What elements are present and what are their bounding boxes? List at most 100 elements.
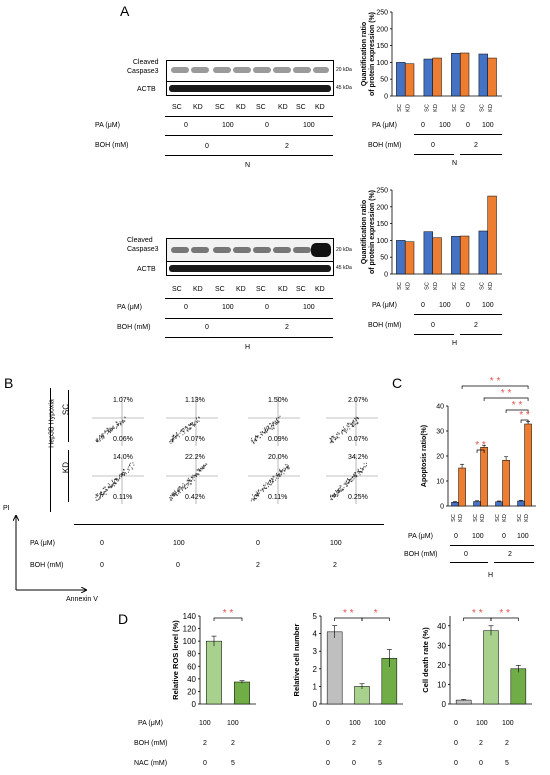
series-label-kd: KD — [480, 514, 486, 522]
sc-lower-pct: 0.07% — [185, 436, 205, 443]
sig-ros-bracket — [213, 617, 243, 621]
c-condition: H — [488, 572, 494, 579]
series-label-sc: SC — [495, 514, 501, 522]
d3-nac: 0 — [479, 760, 483, 767]
kda-45-h: 45 kDa — [336, 265, 352, 271]
kd-upper-pct: 22.2% — [185, 454, 205, 461]
d3-pa: 100 — [502, 720, 514, 727]
kd-upper-pct: 20.0% — [268, 454, 288, 461]
boh-val: 2 — [285, 324, 289, 331]
d3-pa: 100 — [476, 720, 488, 727]
lane-label: SC — [172, 104, 182, 111]
sig-sc1-kd1: * * — [475, 440, 486, 451]
y-tick-label: 50 — [380, 255, 388, 262]
divider — [450, 562, 488, 563]
c-pa-label: PA (μM) — [408, 533, 433, 540]
d2-pa: 0 — [326, 720, 330, 727]
divider — [460, 334, 502, 335]
series-label-sc: SC — [424, 104, 430, 112]
flow-boh-val: 0 — [176, 562, 180, 569]
y-tick-label: 80 — [187, 650, 196, 659]
pa-val: 0 — [265, 304, 269, 311]
d1-nac: 5 — [231, 760, 235, 767]
series-label-kd: KD — [502, 514, 508, 522]
boh-val: 2 — [285, 143, 289, 150]
lane-label: KD — [236, 104, 246, 111]
y-axis-label: Cell death rate (%) — [421, 627, 430, 693]
d3-boh: 0 — [454, 740, 458, 747]
actb-blot-h — [166, 261, 334, 276]
boh-val: 0 — [431, 142, 435, 149]
cleaved-caspase3-blot-n — [166, 60, 334, 82]
divider — [414, 154, 454, 155]
y-tick-label: 3 — [313, 647, 318, 656]
sig-kd0-kd3: * * — [490, 376, 501, 387]
flow-pa-val: 100 — [173, 540, 185, 547]
sc-upper-pct: 1.07% — [113, 397, 133, 404]
kd-upper-pct: 14.0% — [113, 454, 133, 461]
d1-pa: 100 — [199, 720, 211, 727]
series-label-kd: KD — [488, 104, 494, 112]
bar-kd-1 — [432, 57, 442, 97]
bar-1 — [234, 681, 250, 705]
c-boh-val: 0 — [464, 551, 468, 558]
y-tick-label: 1 — [313, 682, 318, 691]
cell-dots — [250, 464, 290, 502]
y-tick-label: 100 — [376, 238, 388, 245]
series-label-sc: SC — [451, 514, 457, 522]
bar-kd-3 — [487, 57, 497, 97]
panel-d-label: D — [118, 611, 129, 627]
y-tick-label: 0 — [192, 700, 197, 709]
actb-bands-n — [169, 85, 331, 92]
bar-kd-3 — [487, 195, 497, 275]
flow-boh-label: BOH (mM) — [30, 562, 64, 569]
d2-nac: 5 — [378, 760, 382, 767]
y-tick-label: 20 — [437, 661, 446, 670]
boh-label-n: BOH (mM) — [95, 142, 129, 149]
d2-pa: 100 — [374, 720, 386, 727]
kd-bracket — [68, 450, 69, 502]
d3-pa: 0 — [454, 720, 458, 727]
y-tick-label: 250 — [376, 188, 388, 195]
pa-label-n-right: PA (μM) — [372, 122, 397, 129]
series-label-kd: KD — [433, 282, 439, 290]
series-label-sc: SC — [397, 282, 403, 290]
series-label-kd: KD — [461, 104, 467, 112]
boh-label-h-right: BOH (mM) — [368, 322, 402, 329]
cell-dots — [329, 416, 359, 444]
d2-boh: 2 — [378, 740, 382, 747]
c-pa-val: 100 — [517, 533, 529, 540]
series-label-sc: SC — [397, 104, 403, 112]
sc-bracket — [68, 390, 69, 442]
cell-dots — [330, 462, 367, 501]
bar-kd-2 — [502, 460, 510, 507]
y-tick-label: 100 — [376, 60, 388, 67]
pa-label-h: PA (μM) — [117, 304, 142, 311]
y-tick-label: 60 — [187, 662, 196, 671]
bar-sc-0 — [451, 502, 459, 507]
sig-sc3-kd3-bracket — [520, 419, 529, 423]
cleaved-caspase3-label-n: Cleaved Caspase3 — [127, 58, 159, 76]
cleaved-caspase3-label-h: Cleaved Caspase3 — [127, 236, 159, 254]
panel-c-label: C — [392, 375, 403, 391]
sig-death-2: * * — [499, 608, 510, 619]
y-tick-label: 0 — [384, 94, 388, 101]
divider — [165, 135, 333, 136]
y-tick-label: 20 — [187, 687, 196, 696]
y-tick-label: 10 — [437, 680, 446, 689]
bar-1 — [483, 630, 499, 705]
sig-death-2-bracket — [490, 617, 519, 621]
y-tick-label: 0 — [313, 700, 318, 709]
cleaved-text: Cleaved Caspase3 — [127, 237, 159, 253]
sc-upper-pct: 1.50% — [268, 397, 288, 404]
y-tick-label: 4 — [313, 630, 318, 639]
cell-dots — [95, 462, 135, 501]
y-tick-label: 2 — [313, 665, 318, 674]
lane-label: SC — [215, 104, 225, 111]
bar-kd-0 — [458, 467, 466, 507]
boh-label-h: BOH (mM) — [117, 324, 151, 331]
c-pa-val: 100 — [472, 533, 484, 540]
series-label-kd: KD — [433, 104, 439, 112]
y-axis-label: Quantification ratioof protein expressio… — [361, 190, 376, 274]
